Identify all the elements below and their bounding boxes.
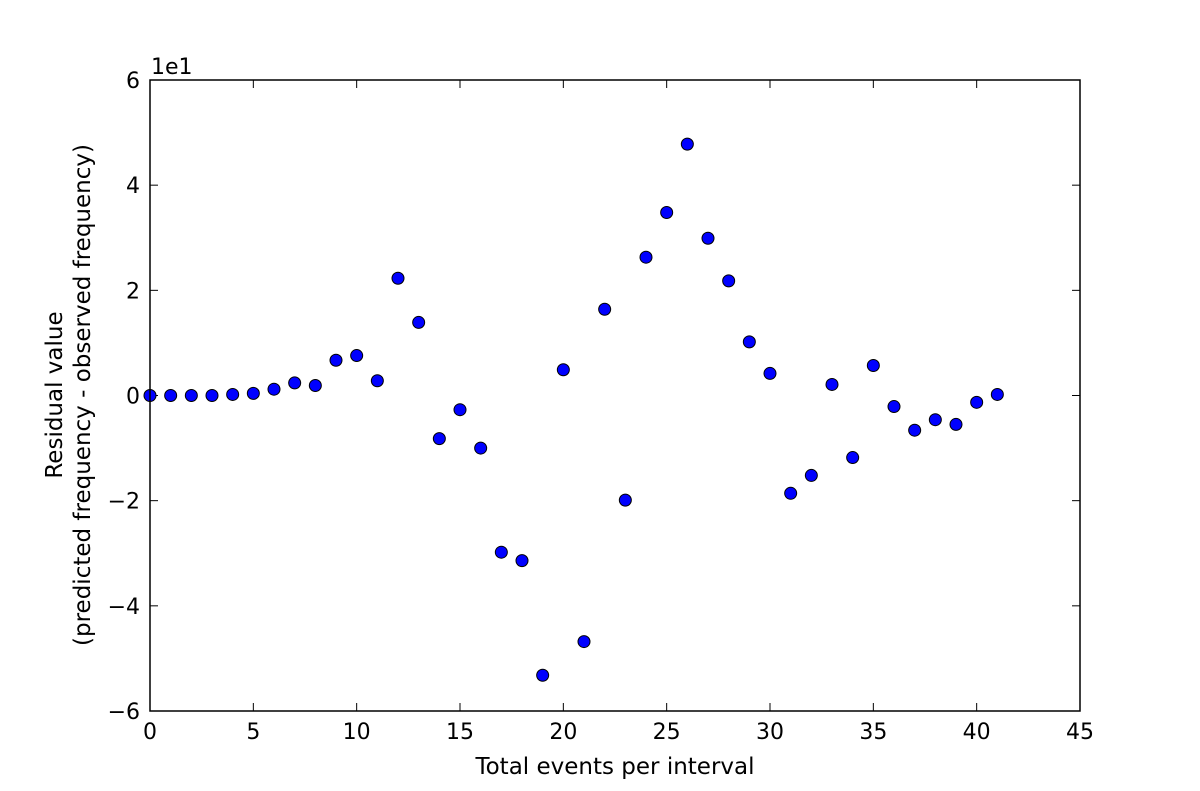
x-tick-label: 10 [343,720,371,745]
data-point [329,353,343,367]
data-point [577,635,591,649]
data-point [804,468,818,482]
data-point [350,349,364,363]
x-tick-label: 35 [859,720,887,745]
data-point [370,374,384,388]
data-point [846,451,860,465]
data-point [226,387,240,401]
y-tick-label: −6 [108,700,140,725]
points-layer [143,137,1004,682]
data-point [928,413,942,427]
data-point [598,302,612,316]
y-axis-label-line-2: (predicted frequency - observed frequenc… [70,144,96,646]
y-tick-label: −4 [108,595,140,620]
y-tick-label: 2 [126,279,140,304]
data-point [474,441,488,455]
data-point [949,417,963,431]
data-point [184,389,198,402]
data-point [908,423,922,437]
data-point [701,231,715,245]
x-tick-label: 40 [963,720,991,745]
data-point [887,400,901,414]
y-tick-label: 6 [126,69,140,94]
y-axis-label-line-1: Residual value [42,311,68,478]
y-tick-label: 0 [126,385,140,410]
data-point [267,382,281,396]
data-point [164,389,178,402]
x-axis-label: Total events per interval [474,754,754,780]
data-point [763,366,777,380]
data-point [970,395,984,409]
data-point [680,137,694,151]
y-axis-label: Residual value (predicted frequency - ob… [42,144,96,646]
data-point [391,271,405,285]
data-point [866,359,880,373]
data-point [432,432,446,446]
y-tick-label: 4 [126,174,140,199]
x-tick-label: 25 [653,720,681,745]
data-point [742,335,756,349]
data-point [205,389,219,402]
data-point [494,545,508,559]
data-point [412,315,426,329]
y-tick-label: −2 [108,490,140,515]
data-point [618,493,632,507]
y-offset-label: 1e1 [151,55,193,80]
x-tick-label: 15 [446,720,474,745]
x-tick-label: 5 [246,720,260,745]
data-point [288,376,302,390]
plot-frame [149,79,1081,712]
data-point [453,403,467,417]
x-tick-label: 45 [1066,720,1094,745]
data-point [660,206,674,220]
x-tick-label: 30 [756,720,784,745]
data-point [784,486,798,500]
data-point [308,379,322,393]
data-point [246,386,260,400]
ticks-layer: 0 5 10 15 20 25 30 35 40 45 −6 −4 −2 0 2 4 6 [108,69,1094,745]
data-point [515,554,529,568]
data-point [639,250,653,264]
x-tick-label: 0 [143,720,157,745]
x-tick-label: 20 [549,720,577,745]
data-point [825,377,839,391]
data-point [722,274,736,288]
data-point [556,363,570,377]
data-point [536,668,550,682]
data-point [990,387,1004,401]
